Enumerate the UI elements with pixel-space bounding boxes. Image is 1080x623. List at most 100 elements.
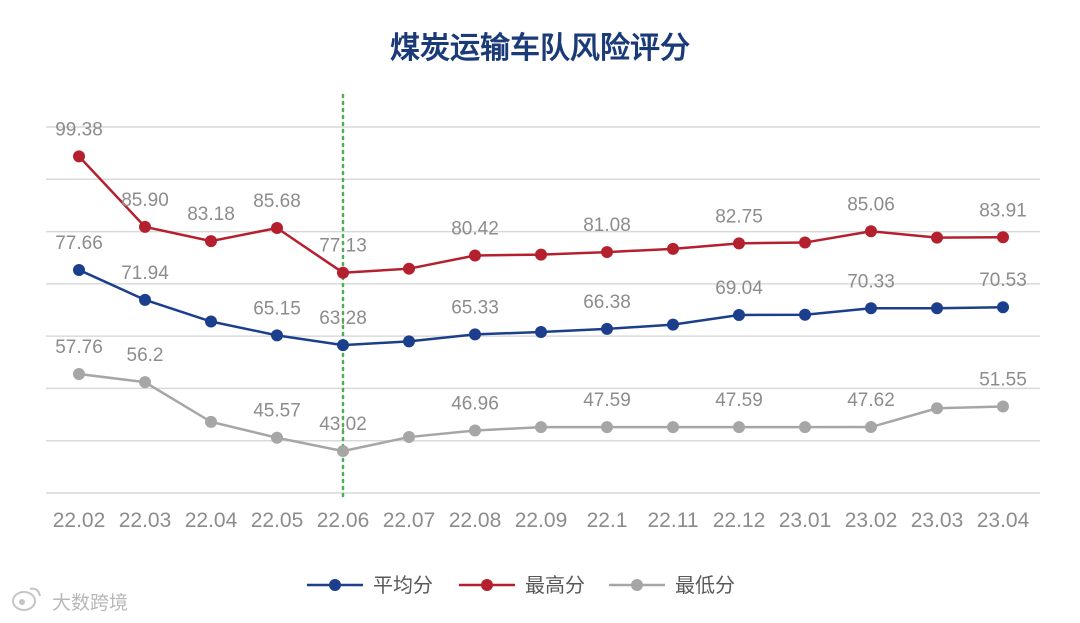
- gridlines: [46, 126, 1040, 494]
- data-point: [337, 339, 349, 352]
- x-tick-label: 22.12: [713, 509, 766, 532]
- data-label: 77.13: [319, 236, 367, 257]
- data-label: 81.08: [583, 215, 631, 236]
- data-label: 71.94: [121, 263, 169, 284]
- data-point: [667, 318, 679, 331]
- data-point: [469, 424, 481, 437]
- x-tick-label: 22.04: [185, 509, 238, 532]
- legend-marker: [481, 579, 493, 591]
- legend-item: 平均分: [307, 573, 433, 597]
- data-label: 85.68: [253, 191, 301, 212]
- data-point: [997, 400, 1009, 413]
- series-2: 99.38 85.90 83.18 85.68 77.13 80.42 81.08 82.75…: [55, 119, 1027, 279]
- data-point: [205, 415, 217, 428]
- data-label: 83.18: [187, 204, 235, 225]
- x-tick-label: 22.07: [383, 509, 436, 532]
- data-point: [865, 225, 877, 238]
- legend-marker: [329, 579, 341, 591]
- data-point: [535, 421, 547, 434]
- data-point: [271, 329, 283, 342]
- data-point: [337, 445, 349, 458]
- data-point: [337, 266, 349, 279]
- x-tick-label: 22.11: [648, 509, 699, 532]
- data-point: [403, 335, 415, 348]
- series-layer: 77.66 71.94 65.15 63.28 65.33 66.38 69.04 70.33…: [55, 119, 1027, 458]
- legend-label: 最高分: [525, 573, 585, 597]
- x-tick-label: 22.08: [449, 509, 502, 532]
- series-line: [78, 372, 1004, 453]
- data-label: 46.96: [451, 393, 499, 414]
- data-point: [733, 237, 745, 250]
- data-label: 66.38: [583, 292, 631, 313]
- x-tick-label: 23.03: [911, 509, 964, 532]
- data-point: [601, 421, 613, 434]
- data-point: [997, 301, 1009, 314]
- data-point: [403, 431, 415, 444]
- legend-item: 最低分: [609, 573, 735, 597]
- series-1: 77.66 71.94 65.15 63.28 65.33 66.38 69.04 70.33…: [55, 233, 1027, 352]
- data-label: 45.57: [253, 401, 301, 422]
- x-tick-label: 23.04: [977, 509, 1030, 532]
- data-label: 69.04: [715, 278, 763, 299]
- data-point: [139, 293, 151, 306]
- data-point: [73, 150, 85, 163]
- data-point: [205, 235, 217, 248]
- data-point: [139, 220, 151, 233]
- data-label: 43.02: [319, 414, 367, 435]
- legend-label: 平均分: [373, 573, 433, 597]
- data-point: [205, 315, 217, 328]
- data-point: [799, 421, 811, 434]
- legend-label: 最低分: [675, 573, 735, 597]
- data-label: 57.76: [55, 337, 103, 358]
- x-tick-label: 22.05: [251, 509, 304, 532]
- data-label: 99.38: [55, 119, 103, 140]
- data-label: 47.59: [715, 390, 763, 411]
- data-point: [403, 262, 415, 275]
- data-point: [997, 231, 1009, 244]
- data-label: 65.33: [451, 297, 499, 318]
- data-label: 80.42: [451, 219, 499, 240]
- data-point: [601, 246, 613, 259]
- watermark-text: 大数跨境: [52, 592, 128, 614]
- data-label: 77.66: [55, 233, 103, 254]
- data-point: [931, 302, 943, 315]
- data-point: [469, 328, 481, 341]
- data-label: 47.59: [583, 390, 631, 411]
- chart-title: 煤炭运输车队风险评分: [390, 31, 690, 66]
- data-label: 85.90: [121, 190, 169, 211]
- data-point: [931, 231, 943, 244]
- data-point: [271, 222, 283, 235]
- series-3: 57.76 56.2 45.57 43.02 46.96 47.59 47.59 47.62 5…: [55, 337, 1027, 458]
- legend: 平均分 最高分 最低分: [307, 573, 735, 597]
- data-label: 47.62: [847, 390, 895, 411]
- data-point: [667, 242, 679, 255]
- data-point: [799, 236, 811, 249]
- x-tick-label: 22.1: [587, 509, 628, 532]
- legend-marker: [631, 579, 643, 591]
- data-label: 56.2: [127, 345, 164, 366]
- data-label: 83.91: [979, 200, 1027, 221]
- x-tick-label: 23.02: [845, 509, 898, 532]
- x-axis-ticks: 22.02 22.03 22.04 22.05 22.06 22.07 22.08 22.09…: [53, 509, 1030, 532]
- data-point: [535, 248, 547, 261]
- legend-item: 最高分: [459, 573, 585, 597]
- data-label: 51.55: [979, 369, 1027, 390]
- x-tick-label: 23.01: [779, 509, 832, 532]
- data-label: 82.75: [715, 206, 763, 227]
- data-point: [799, 308, 811, 321]
- data-point: [469, 249, 481, 262]
- x-tick-label: 22.06: [317, 509, 370, 532]
- data-point: [535, 325, 547, 338]
- data-label: 85.06: [847, 194, 895, 215]
- data-point: [733, 421, 745, 434]
- data-label: 65.15: [253, 298, 301, 319]
- x-tick-label: 22.03: [119, 509, 172, 532]
- data-point: [865, 421, 877, 434]
- weibo-logo-icon: [12, 587, 41, 611]
- data-point: [865, 302, 877, 315]
- data-point: [73, 367, 85, 380]
- x-tick-label: 22.02: [53, 509, 106, 532]
- data-point: [73, 263, 85, 276]
- data-point: [931, 402, 943, 415]
